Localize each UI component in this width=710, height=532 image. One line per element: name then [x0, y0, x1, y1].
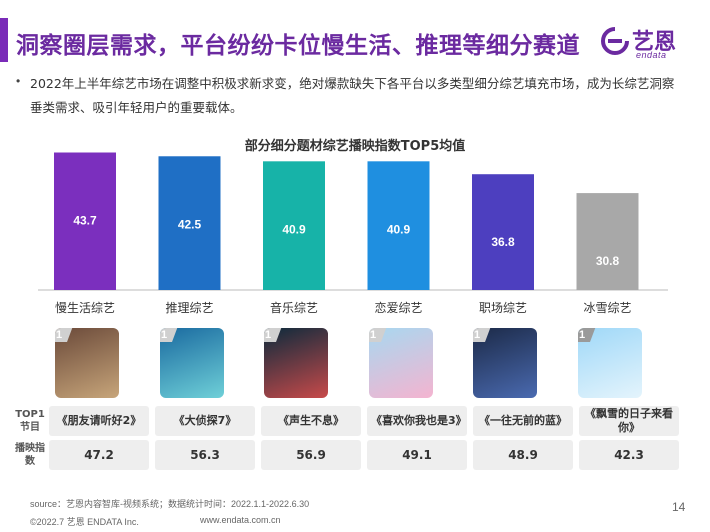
index-value: 48.9: [473, 440, 573, 470]
bar-value-label: 36.8: [491, 235, 515, 249]
title-accent-bar: [0, 18, 8, 62]
rank-number: 1: [474, 329, 480, 341]
bar-5: [576, 193, 639, 290]
source-note: source：艺恩内容智库-视频系统；数据统计时间：2022.1.1-2022.…: [30, 499, 310, 509]
endata-logo: 艺恩 endata: [600, 24, 692, 64]
program-name: 《声生不息》: [261, 406, 361, 436]
music-poster-icon: 1: [264, 328, 328, 398]
page-number: 14: [672, 500, 686, 514]
copyright-text: ©2022.7 艺恩 ENDATA Inc.: [30, 517, 139, 527]
rank-badge-icon: 1: [368, 328, 386, 342]
snow-poster-icon: 1: [577, 328, 642, 398]
rank-number: 1: [578, 329, 584, 341]
rank-badge-icon: 1: [55, 328, 73, 342]
program-name: 《大侦探7》: [155, 406, 255, 436]
rank-badge-icon: 1: [264, 328, 282, 342]
rank-badge-icon: 1: [473, 328, 491, 342]
rank-number: 1: [265, 329, 271, 341]
rank-number: 1: [369, 329, 375, 341]
index-value: 47.2: [49, 440, 149, 470]
page-title: 洞察圈层需求，平台纷纷卡位慢生活、推理等细分赛道: [16, 33, 580, 59]
bar-4: [472, 174, 534, 290]
endata-logo-icon: [601, 27, 629, 55]
index-value: 56.9: [261, 440, 361, 470]
bar-value-label: 40.9: [282, 222, 306, 236]
rank-number: 1: [160, 329, 166, 341]
bar-chart: 43.7 慢生活综艺 42.5 推理综艺 40.9 音乐综艺 40.9 恋爱综艺 36.8 职场综…: [38, 152, 668, 315]
category-label: 职场综艺: [479, 301, 527, 315]
program-name: 《朋友请听好2》: [49, 406, 149, 436]
detective-poster-icon: 1: [159, 328, 224, 398]
index-value: 56.3: [155, 440, 255, 470]
category-label: 音乐综艺: [270, 300, 318, 315]
summary-paragraph: 2022年上半年综艺市场在调整中积极求新求变，绝对爆款缺失下各平台以多类型细分综…: [30, 76, 675, 115]
program-name: 《一往无前的蓝》: [473, 406, 573, 436]
category-label: 慢生活综艺: [55, 301, 115, 315]
bar-1: [158, 156, 221, 290]
bar-2: [263, 161, 325, 290]
program-row: TOP1节目 《朋友请听好2》 《大侦探7》 《声生不息》 《喜欢你我也是3》 …: [14, 404, 682, 438]
category-label: 推理综艺: [165, 301, 213, 315]
rank-badge-icon: 1: [159, 328, 177, 342]
bar-0: [54, 152, 116, 290]
chart-title: 部分细分题材综艺播映指数TOP5均值: [244, 139, 466, 154]
bar-value-label: 40.9: [387, 222, 411, 236]
bar-3: [367, 161, 430, 290]
friends-poster-icon: 1: [55, 328, 119, 398]
romance-poster-icon: 1: [368, 328, 433, 398]
bar-value-label: 43.7: [73, 214, 97, 228]
firefighter-poster-icon: 1: [473, 328, 537, 398]
program-name: 《飘雪的日子来看你》: [579, 406, 679, 436]
logo-chinese-text: 艺恩: [632, 30, 677, 55]
program-name: 《喜欢你我也是3》: [367, 406, 467, 436]
row-label-index: 播映指数: [15, 443, 45, 467]
bar-value-label: 42.5: [178, 217, 202, 231]
index-value: 49.1: [367, 440, 467, 470]
category-label: 恋爱综艺: [374, 300, 422, 315]
index-value: 42.3: [579, 440, 679, 470]
rank-number: 1: [56, 329, 62, 341]
bullet-point: •: [16, 74, 21, 88]
rank-badge-icon: 1: [577, 328, 595, 342]
row-label-program: TOP1节目: [15, 409, 45, 433]
website-link[interactable]: www.endata.com.cn: [200, 515, 281, 525]
bar-value-label: 30.8: [596, 254, 620, 268]
index-row: 播映指数 47.2 56.3 56.9 49.1 48.9 42.3: [14, 438, 682, 472]
category-label: 冰雪综艺: [583, 301, 631, 315]
logo-english-text: endata: [636, 50, 667, 60]
top1-table: TOP1节目 《朋友请听好2》 《大侦探7》 《声生不息》 《喜欢你我也是3》 …: [14, 404, 682, 472]
